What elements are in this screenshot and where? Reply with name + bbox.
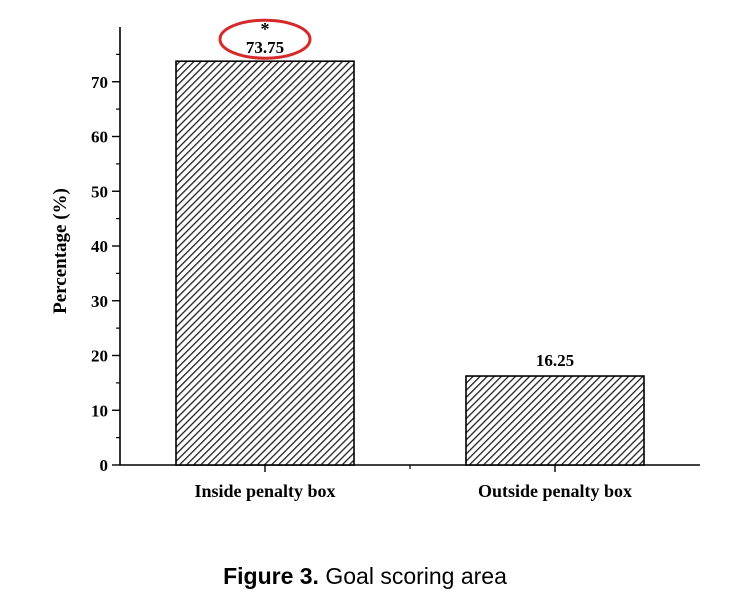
y-tick-label: 0	[100, 456, 109, 475]
caption-text: Goal scoring area	[325, 563, 507, 589]
labels: Inside penalty box 73.75* Outside penalty …	[194, 18, 632, 501]
x-tick-label: Inside penalty box	[194, 481, 335, 501]
y-tick-label: 50	[91, 182, 108, 201]
y-tick-label: 60	[91, 128, 108, 147]
data-label: 73.75	[246, 38, 284, 57]
highlight-ellipse	[218, 18, 312, 60]
y-axis-title: Percentage (%)	[50, 188, 71, 314]
significance-marker: *	[261, 19, 270, 39]
caption-label: Figure 3.	[223, 563, 319, 589]
bar	[465, 375, 645, 466]
y-tick-label: 30	[91, 292, 108, 311]
bar-chart: 0 10 20 30 40 50 60 70 Percentage (%) Inside pen…	[50, 18, 700, 501]
y-tick-label: 10	[91, 401, 108, 420]
bar	[175, 60, 355, 466]
y-tick-label: 40	[91, 237, 108, 256]
y-tick-label: 20	[91, 347, 108, 366]
axes: 0 10 20 30 40 50 60 70 Percentage (%)	[50, 27, 700, 475]
x-tick-label: Outside penalty box	[478, 481, 632, 501]
y-tick-label: 70	[91, 73, 108, 92]
data-label: 16.25	[536, 351, 574, 370]
figure-caption: Figure 3. Goal scoring area	[0, 563, 730, 590]
bars	[175, 60, 645, 466]
